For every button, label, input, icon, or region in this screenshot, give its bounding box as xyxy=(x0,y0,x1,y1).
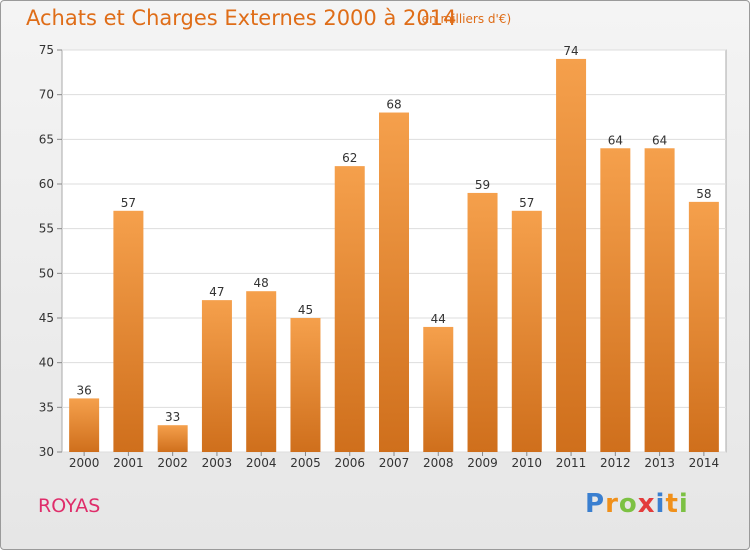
x-tick-label: 2014 xyxy=(689,456,720,470)
bar-2010 xyxy=(511,210,542,452)
x-tick-label: 2003 xyxy=(202,456,233,470)
bar-2009 xyxy=(467,192,498,452)
chart-title: Achats et Charges Externes 2000 à 2014 xyxy=(26,6,457,30)
logo-letter: i xyxy=(655,489,666,519)
bar-2006 xyxy=(334,166,365,452)
value-label: 33 xyxy=(165,410,180,424)
logo-letter: P xyxy=(585,489,606,519)
bar-2005 xyxy=(290,318,321,452)
x-tick-label: 2006 xyxy=(334,456,365,470)
y-tick-label: 45 xyxy=(39,311,54,325)
value-label: 57 xyxy=(519,196,534,210)
x-tick-label: 2007 xyxy=(379,456,410,470)
value-label: 48 xyxy=(254,276,269,290)
value-label: 59 xyxy=(475,178,490,192)
x-tick-label: 2011 xyxy=(556,456,587,470)
logo-letter: o xyxy=(618,489,638,519)
value-label: 68 xyxy=(386,98,401,112)
value-label: 64 xyxy=(608,133,623,147)
value-label: 45 xyxy=(298,303,313,317)
commune-name: ROYAS xyxy=(38,495,101,517)
bar-2008 xyxy=(423,326,454,452)
bar-2007 xyxy=(379,112,409,453)
value-label: 57 xyxy=(121,196,136,210)
value-label: 47 xyxy=(209,285,224,299)
bar-2001 xyxy=(113,210,144,452)
x-tick-label: 2009 xyxy=(467,456,498,470)
y-tick-label: 70 xyxy=(39,88,54,102)
y-tick-label: 75 xyxy=(39,43,54,57)
value-label: 62 xyxy=(342,151,357,165)
proxiti-logo: Proxiti xyxy=(585,489,689,519)
y-tick-label: 60 xyxy=(39,177,54,191)
logo-letter: i xyxy=(678,489,689,519)
x-tick-label: 2012 xyxy=(600,456,631,470)
x-tick-label: 2005 xyxy=(290,456,321,470)
x-tick-label: 2000 xyxy=(69,456,100,470)
y-tick-label: 55 xyxy=(39,222,54,236)
bar-2000 xyxy=(69,398,100,452)
y-tick-label: 50 xyxy=(39,266,54,280)
y-tick-label: 65 xyxy=(39,132,54,146)
bar-2003 xyxy=(201,300,232,452)
x-tick-label: 2013 xyxy=(644,456,675,470)
y-tick-label: 35 xyxy=(39,400,54,414)
bar-2002 xyxy=(157,425,188,452)
bar-2011 xyxy=(556,58,587,452)
x-tick-label: 2004 xyxy=(246,456,277,470)
value-label: 74 xyxy=(563,44,578,58)
x-tick-label: 2010 xyxy=(512,456,543,470)
value-label: 36 xyxy=(76,383,91,397)
value-label: 44 xyxy=(431,312,446,326)
bar-2012 xyxy=(600,148,631,452)
y-tick-label: 30 xyxy=(39,445,54,459)
x-tick-label: 2002 xyxy=(157,456,188,470)
logo-letter: t xyxy=(665,489,679,519)
logo-letter: x xyxy=(637,489,656,519)
bar-2013 xyxy=(644,148,675,452)
x-tick-label: 2001 xyxy=(113,456,144,470)
logo-letter: r xyxy=(605,489,619,519)
x-tick-label: 2008 xyxy=(423,456,454,470)
bar-2014 xyxy=(688,201,719,452)
chart-subtitle: (en milliers d'€) xyxy=(417,12,512,26)
bar-2004 xyxy=(246,291,277,452)
y-tick-label: 40 xyxy=(39,356,54,370)
value-label: 64 xyxy=(652,133,667,147)
value-label: 58 xyxy=(696,187,711,201)
